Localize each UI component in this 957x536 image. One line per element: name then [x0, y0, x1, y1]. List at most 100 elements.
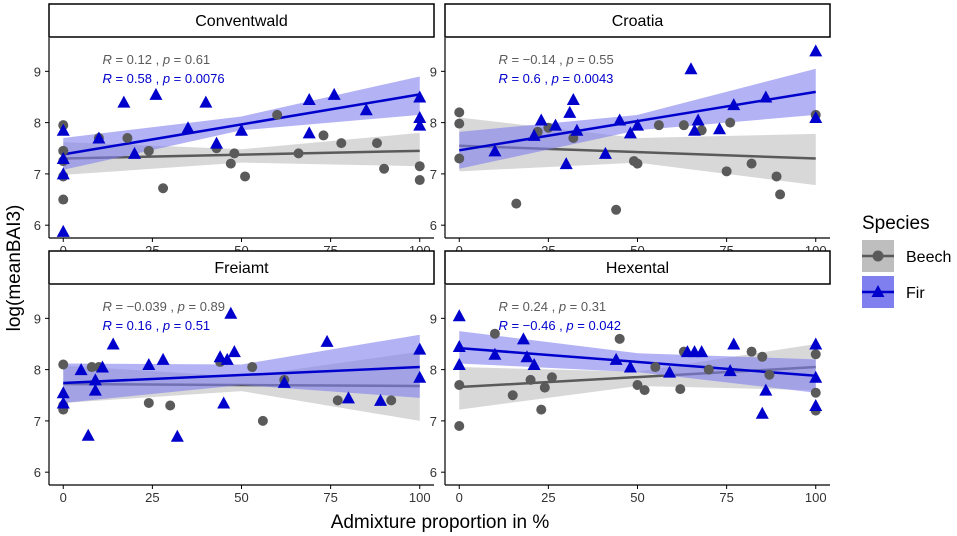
fir-point [516, 332, 530, 345]
fir-point [156, 352, 170, 365]
stats-conventwald-fir: R = 0.58 , p = 0.0076 [102, 71, 224, 86]
y-tick-label: 6 [430, 465, 437, 480]
y-tick-label: 8 [34, 116, 41, 131]
beech-point [703, 364, 714, 375]
fir-point [809, 370, 823, 383]
beech-point [757, 351, 768, 362]
strip-conventwald [48, 3, 435, 38]
x-tick-label: 100 [805, 490, 827, 505]
beech-point [143, 397, 154, 408]
beech-point [332, 395, 343, 406]
panel-croatia: Croatia R = −0.14 , p = 0.55 R = 0.6 , p =… [430, 3, 831, 258]
x-tick-label: 75 [323, 490, 337, 505]
beech-point [143, 145, 154, 156]
beech-point [158, 183, 169, 194]
strip-label-hexental: Hexental [606, 260, 669, 277]
fir-point [527, 128, 541, 141]
fir-point [56, 167, 70, 180]
legend-beech-marker [872, 250, 884, 262]
x-tick-label: 75 [719, 490, 733, 505]
fir-point [181, 121, 195, 134]
strip-label-conventwald: Conventwald [195, 13, 288, 30]
fir-point [563, 105, 577, 118]
stats-freiamt-fir: R = 0.16 , p = 0.51 [102, 318, 210, 333]
beech-point [507, 390, 518, 401]
y-tick-label: 7 [34, 414, 41, 429]
fir-point [170, 429, 184, 442]
y-tick-label: 7 [430, 167, 437, 182]
stats-hexental-beech: R = 0.24 , p = 0.31 [498, 299, 606, 314]
fir-point [488, 347, 502, 360]
y-tick-label: 7 [430, 414, 437, 429]
x-tick-label: 25 [145, 490, 159, 505]
beech-point [165, 400, 176, 411]
legend: Species Beech Fir [862, 213, 951, 308]
fir-point [520, 350, 534, 363]
fir-point [695, 345, 709, 358]
fir-point [712, 122, 726, 135]
fir-point [527, 357, 541, 370]
x-tick-label: 50 [630, 490, 644, 505]
fir-point [559, 157, 573, 170]
beech-point [414, 175, 425, 186]
legend-title: Species [862, 213, 930, 234]
beech-point [122, 133, 133, 143]
y-tick-label: 8 [430, 116, 437, 131]
beech-point [632, 158, 643, 169]
legend-key-fir [862, 276, 894, 308]
beech-point [810, 387, 821, 398]
beech-point [386, 395, 397, 406]
beech-point [454, 153, 465, 164]
legend-label-beech: Beech [906, 249, 951, 266]
fir-point [359, 103, 373, 116]
x-tick-label: 100 [409, 490, 431, 505]
fir-point [217, 396, 231, 409]
fir-point [302, 93, 316, 106]
beech-point [746, 158, 757, 169]
fir-point [759, 383, 773, 396]
beech-point [721, 166, 732, 177]
fir-point [623, 126, 637, 139]
beech-point [336, 138, 347, 149]
beech-point [454, 107, 465, 118]
fir-point [413, 118, 427, 131]
fir-point [413, 110, 427, 123]
fir-point [809, 399, 823, 412]
x-axis-label: Admixture proportion in % [331, 512, 550, 533]
fir-point [727, 337, 741, 350]
y-tick-label: 6 [34, 465, 41, 480]
fir-point [224, 306, 238, 319]
panel-hexental: Hexental R = 0.24 , p = 0.31 R = −0.46 , p… [430, 250, 831, 505]
beech-point [746, 346, 757, 357]
fit-line-conventwald-beech [63, 149, 420, 160]
beech-point [371, 138, 382, 149]
y-tick-label: 8 [34, 363, 41, 378]
fir-point [809, 110, 823, 123]
beech-point [247, 362, 258, 373]
strip-hexental [444, 250, 831, 285]
y-tick-label: 6 [430, 218, 437, 233]
ci-band-freiamt-fir [63, 334, 420, 403]
fir-point [452, 357, 466, 370]
fir-point [613, 113, 627, 126]
y-axis-label: log(meanBAI3) [4, 205, 25, 332]
fir-point [56, 386, 70, 399]
fir-point [488, 144, 502, 157]
beech-point [775, 189, 786, 200]
beech-point [229, 148, 240, 159]
beech-point [58, 359, 69, 370]
fir-point [691, 113, 705, 126]
fir-point [809, 337, 823, 350]
y-tick-label: 6 [34, 218, 41, 233]
beech-point [454, 118, 465, 129]
fir-point [452, 309, 466, 322]
beech-point [678, 120, 689, 131]
fir-point [413, 342, 427, 355]
fir-point [663, 365, 677, 378]
beech-point [414, 161, 425, 172]
fir-point [631, 118, 644, 131]
fir-point [128, 146, 142, 159]
beech-point [771, 171, 782, 182]
fir-point [95, 360, 109, 373]
